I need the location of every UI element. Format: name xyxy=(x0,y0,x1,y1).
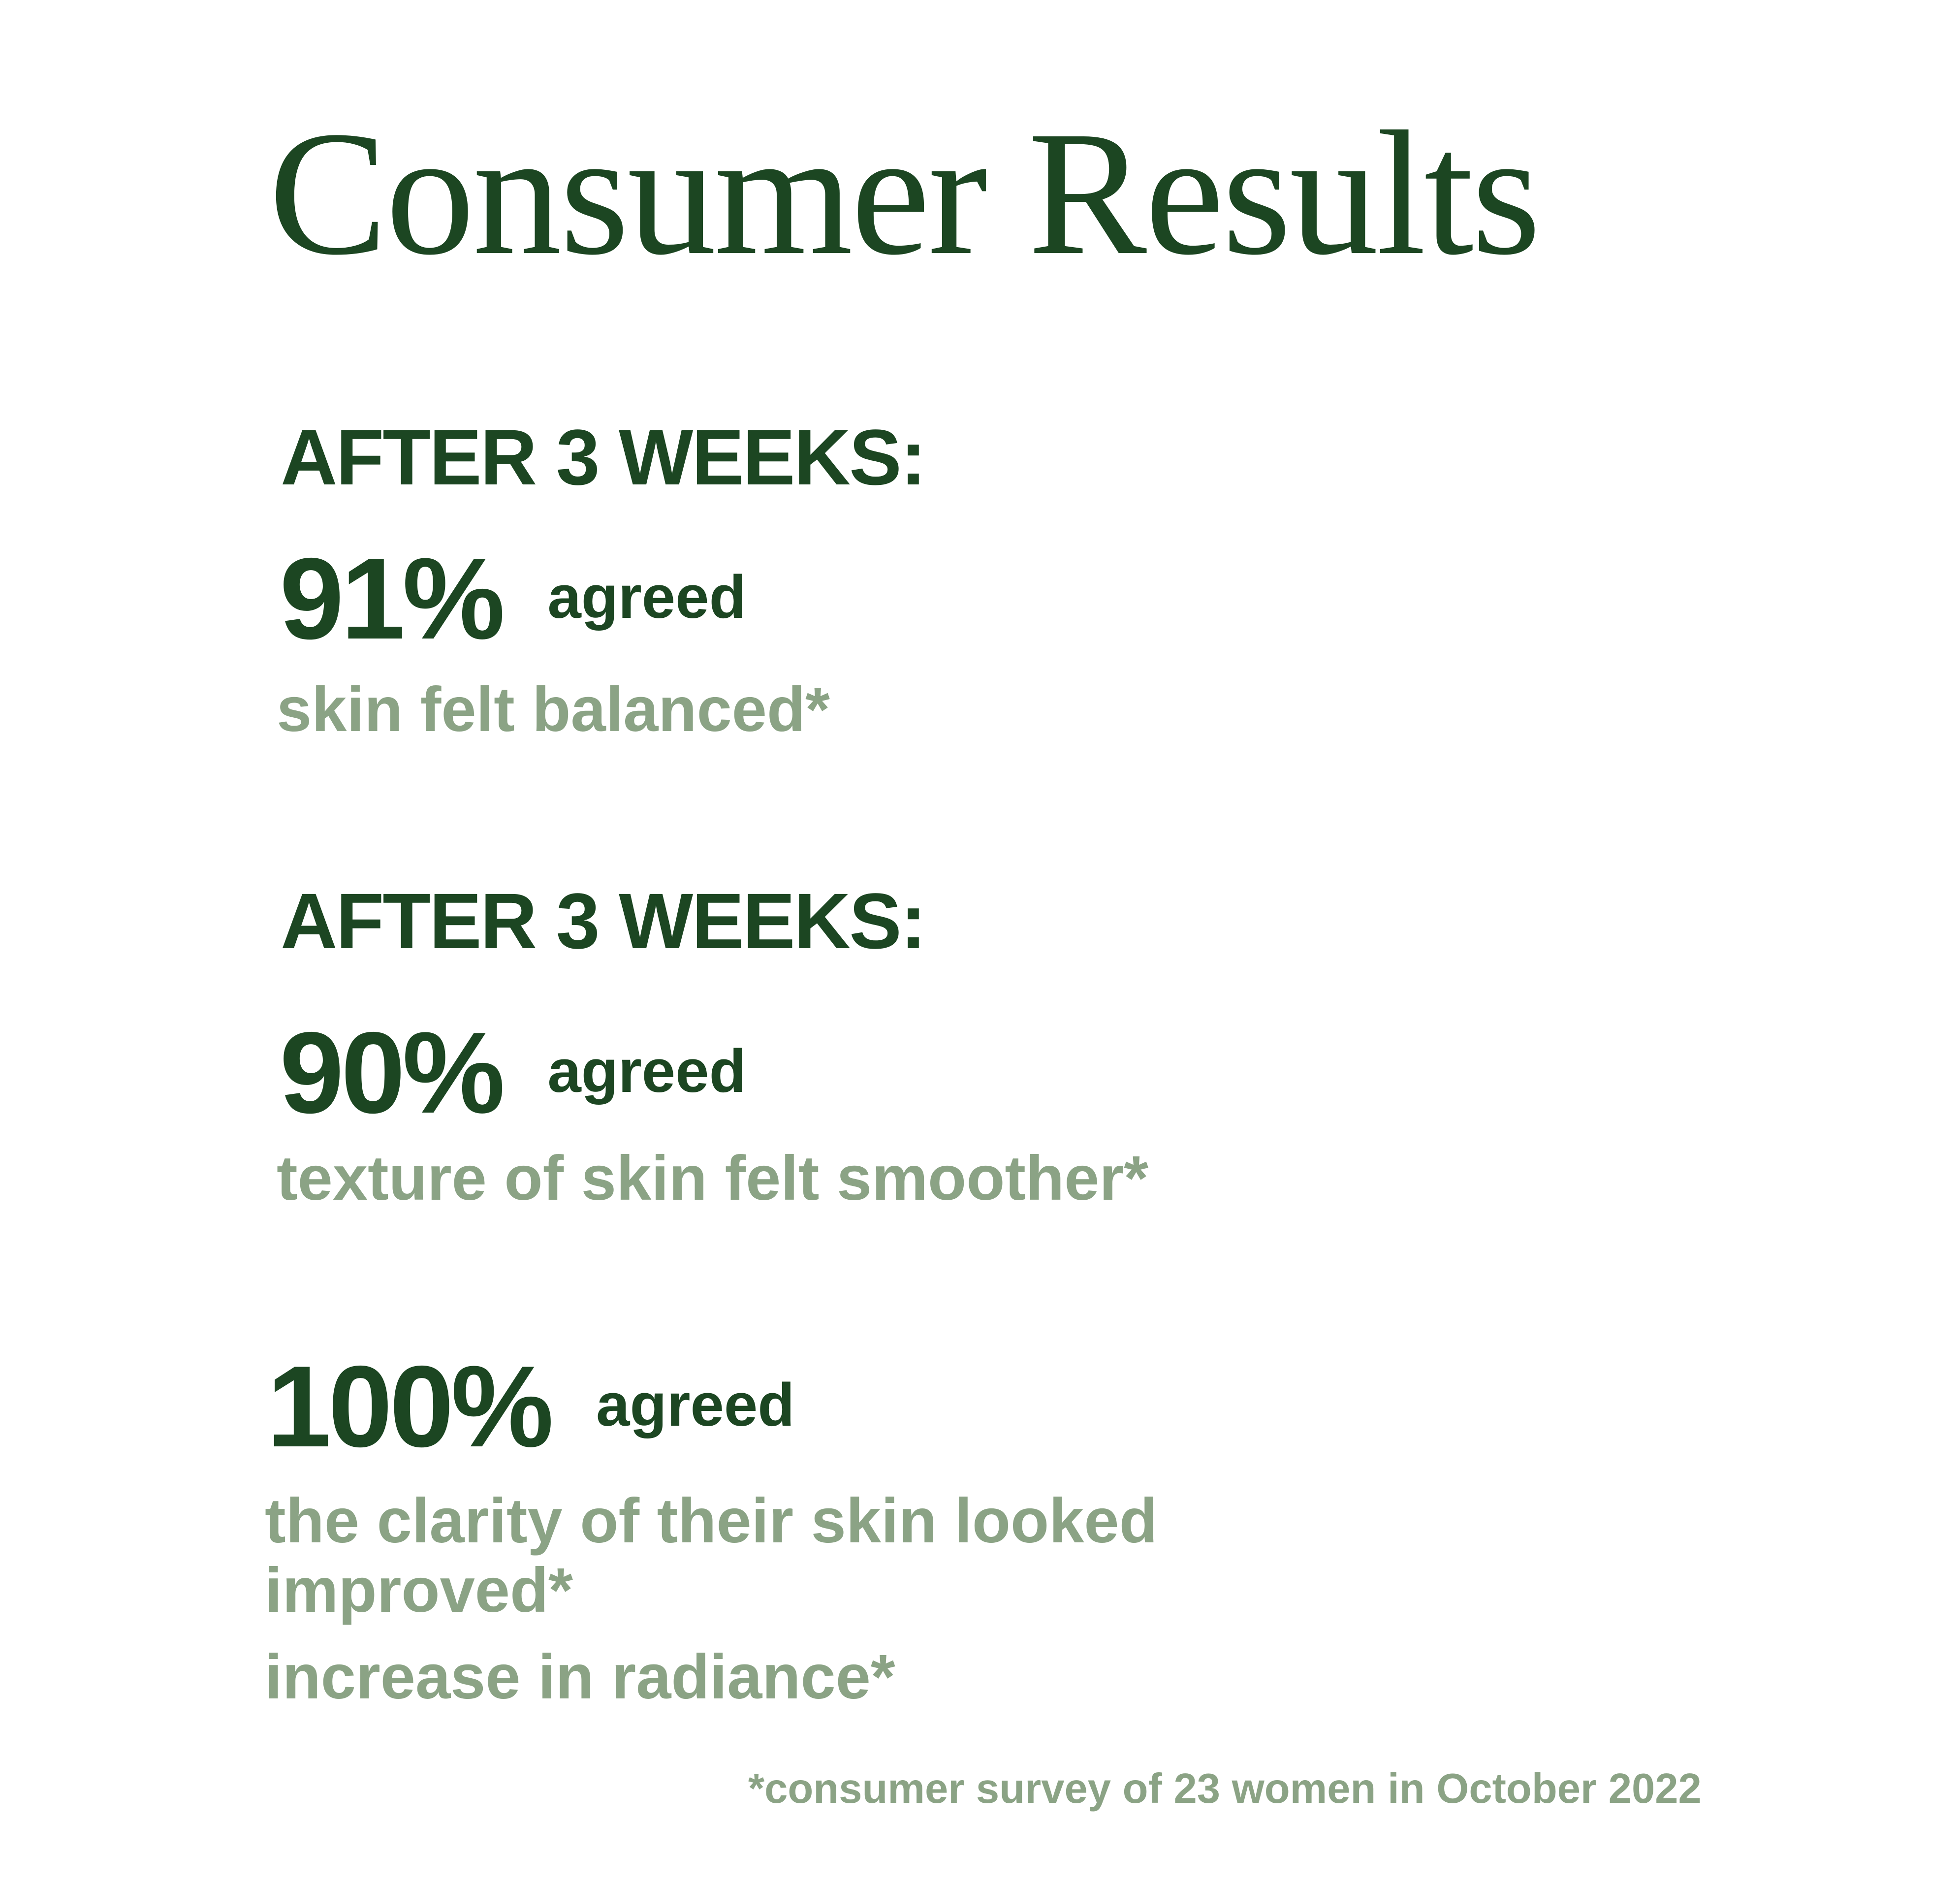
survey-footnote: *consumer survey of 23 women in October … xyxy=(748,1765,1702,1812)
section-3-stat-row: 100% agreed xyxy=(267,1348,794,1464)
section-3-stat-qualifier: agreed xyxy=(596,1372,795,1439)
section-2-kicker: AFTER 3 WEEKS: xyxy=(281,877,926,965)
section-1-stat-qualifier: agreed xyxy=(547,564,746,631)
section-3-description-primary: the clarity of their skin looked improve… xyxy=(265,1486,1158,1626)
section-2-stat-value: 90% xyxy=(280,1008,505,1137)
section-3-stat-value: 100% xyxy=(267,1342,554,1471)
section-1-stat-value: 91% xyxy=(280,534,505,663)
section-2-stat-row: 90% agreed xyxy=(280,1015,746,1130)
section-1-description: skin felt balanced* xyxy=(277,674,830,745)
section-2-description: texture of skin felt smoother* xyxy=(277,1143,1148,1214)
section-3-description-secondary: increase in radiance* xyxy=(265,1642,895,1712)
page-title: Consumer Results xyxy=(269,95,1541,292)
section-1-kicker: AFTER 3 WEEKS: xyxy=(281,413,926,501)
section-1-stat-row: 91% agreed xyxy=(280,541,746,656)
section-2-stat-qualifier: agreed xyxy=(547,1038,746,1105)
